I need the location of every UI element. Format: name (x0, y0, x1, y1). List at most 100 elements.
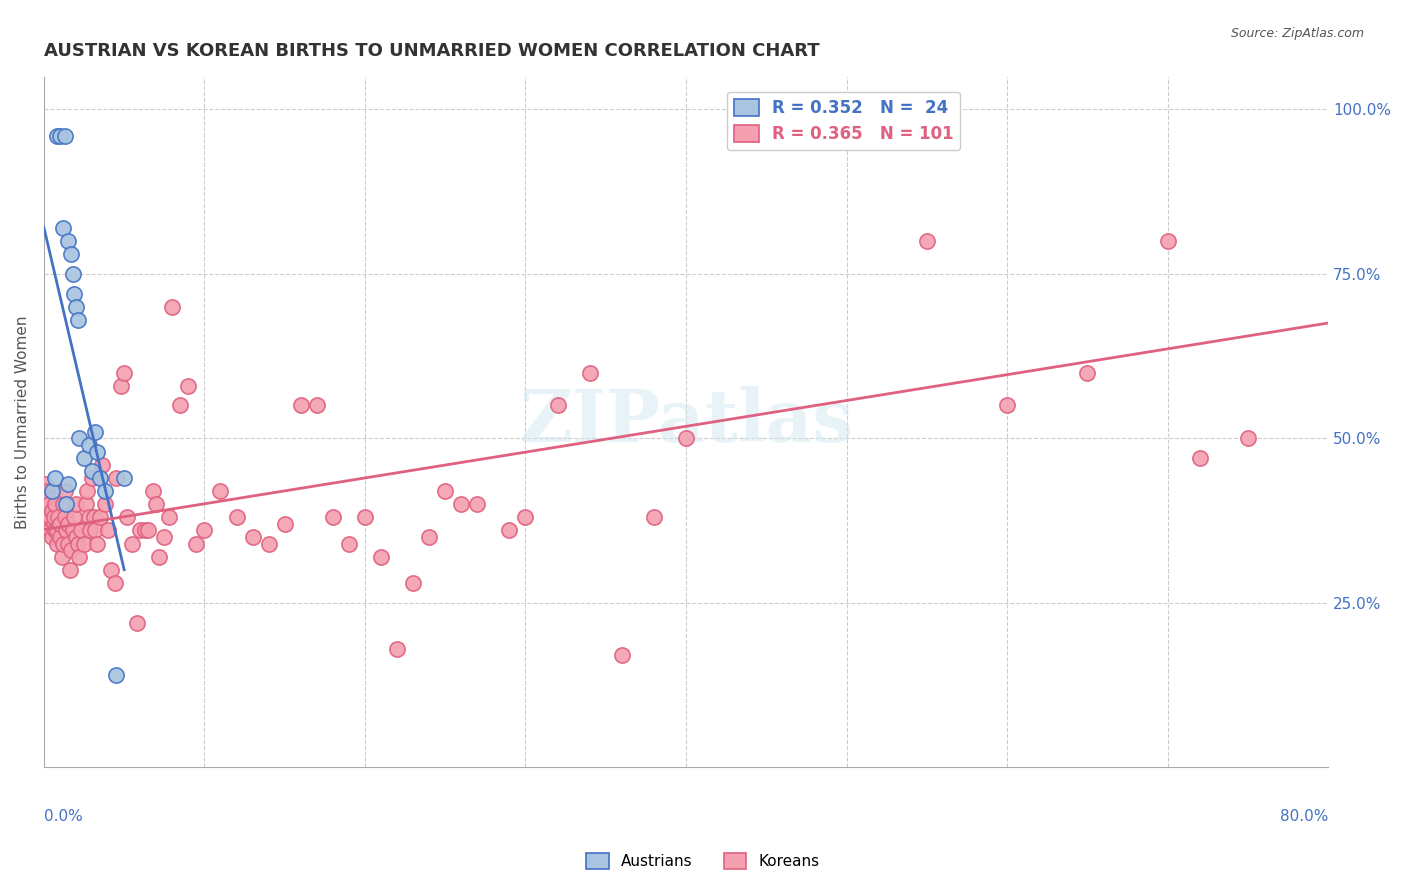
Point (105, 471, 128, 485)
Point (62, 524, 84, 538)
Point (45, 524, 67, 538)
Point (125, 615, 148, 630)
Point (52, 220, 75, 235)
Point (65, 300, 87, 314)
Point (1188, 451, 1211, 466)
Point (49, 128, 72, 143)
Point (65, 497, 87, 511)
Point (186, 536, 208, 550)
Point (117, 510, 139, 524)
Point (55, 524, 77, 538)
Point (1237, 431, 1260, 445)
Point (498, 524, 520, 538)
Point (225, 510, 247, 524)
Point (62, 267, 84, 281)
Point (547, 399, 569, 413)
Text: 0.0%: 0.0% (44, 809, 83, 823)
Point (65, 530, 87, 544)
Point (129, 524, 152, 538)
Point (915, 234, 938, 248)
Point (145, 497, 167, 511)
Text: 80.0%: 80.0% (1279, 809, 1329, 823)
Point (56, 536, 79, 550)
Point (515, 510, 537, 524)
Point (578, 366, 600, 380)
Point (35, 491, 58, 505)
Point (53, 128, 76, 143)
Point (370, 549, 392, 564)
Point (73, 451, 96, 466)
Point (58, 563, 80, 577)
Point (1156, 234, 1178, 248)
Point (84, 524, 107, 538)
Point (94, 497, 117, 511)
Point (67, 549, 90, 564)
Point (193, 524, 215, 538)
Point (610, 648, 633, 663)
Point (86, 536, 108, 550)
Point (69, 524, 91, 538)
Point (45, 128, 67, 143)
Point (290, 399, 312, 413)
Point (77, 438, 100, 452)
Point (242, 530, 264, 544)
Point (450, 497, 472, 511)
Point (322, 510, 344, 524)
Point (52, 536, 75, 550)
Point (66, 313, 89, 327)
Text: Source: ZipAtlas.com: Source: ZipAtlas.com (1230, 27, 1364, 40)
Point (643, 510, 665, 524)
Point (110, 378, 132, 392)
Point (56, 516, 79, 531)
Point (100, 563, 122, 577)
Point (42, 510, 65, 524)
Point (66, 536, 89, 550)
Point (67, 431, 90, 445)
Point (337, 536, 360, 550)
Point (84, 425, 107, 439)
Point (46, 510, 69, 524)
Point (44, 524, 66, 538)
Point (103, 576, 125, 591)
Text: AUSTRIAN VS KOREAN BIRTHS TO UNMARRIED WOMEN CORRELATION CHART: AUSTRIAN VS KOREAN BIRTHS TO UNMARRIED W… (44, 42, 820, 60)
Point (49, 530, 72, 544)
Point (53, 483, 76, 498)
Point (39, 524, 62, 538)
Point (169, 399, 191, 413)
Point (209, 483, 232, 498)
Point (41, 504, 63, 518)
Point (94, 483, 117, 498)
Point (38, 516, 60, 531)
Point (354, 510, 377, 524)
Point (55, 497, 77, 511)
Point (402, 576, 425, 591)
Point (1076, 366, 1098, 380)
Point (177, 378, 200, 392)
Point (86, 444, 108, 458)
Point (75, 497, 97, 511)
Point (153, 530, 176, 544)
Point (80, 471, 103, 485)
Point (53, 510, 76, 524)
Point (73, 536, 96, 550)
Point (385, 641, 408, 656)
Point (63, 510, 86, 524)
Point (157, 510, 180, 524)
Point (995, 399, 1018, 413)
Point (105, 668, 128, 682)
Point (90, 458, 112, 472)
Point (77, 510, 100, 524)
Legend: R = 0.352   N =  24, R = 0.365   N = 101: R = 0.352 N = 24, R = 0.365 N = 101 (727, 92, 960, 150)
Point (136, 524, 159, 538)
Point (44, 497, 66, 511)
Point (51, 549, 73, 564)
Point (49, 516, 72, 531)
Point (39, 510, 62, 524)
Point (465, 497, 488, 511)
Point (142, 483, 165, 498)
Point (97, 524, 120, 538)
Point (42, 516, 65, 531)
Point (45, 536, 67, 550)
Point (52, 497, 75, 511)
Point (60, 247, 83, 261)
